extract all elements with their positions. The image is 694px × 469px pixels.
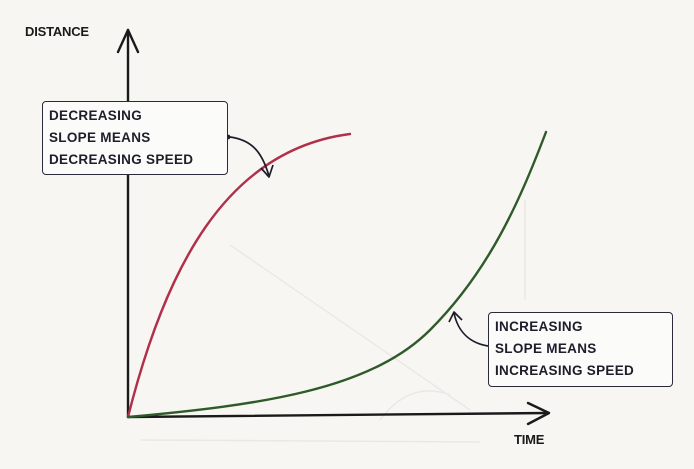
decreasing-annotation-box: DECREASING SLOPE MEANS DECREASING SPEED xyxy=(42,101,228,175)
decreasing-pointer-arrowhead xyxy=(260,164,274,178)
increasing-annotation-line-1: INCREASING xyxy=(495,319,583,334)
increasing-pointer-arrowhead xyxy=(448,311,463,323)
x-axis-label: TIME xyxy=(514,432,545,447)
decreasing-pointer-arrow xyxy=(229,136,270,177)
increasing-annotation-line-3: INCREASING SPEED xyxy=(495,363,635,378)
x-axis xyxy=(126,411,550,419)
x-axis-arrowhead xyxy=(526,401,551,426)
increasing-slope-curve xyxy=(126,130,548,419)
decreasing-annotation-line-3: DECREASING SPEED xyxy=(49,152,194,167)
y-axis-label: DISTANCE xyxy=(25,24,89,39)
decreasing-annotation-line-2: SLOPE MEANS xyxy=(49,130,151,145)
decreasing-slope-curve xyxy=(126,132,352,419)
increasing-annotation-box: INCREASING SLOPE MEANS INCREASING SPEED xyxy=(488,312,673,387)
background-bleed xyxy=(139,200,526,443)
y-axis-arrowhead xyxy=(116,28,140,54)
increasing-annotation-line-2: SLOPE MEANS xyxy=(495,341,597,356)
decreasing-annotation-line-1: DECREASING xyxy=(49,108,143,123)
increasing-pointer-arrow xyxy=(453,312,489,347)
